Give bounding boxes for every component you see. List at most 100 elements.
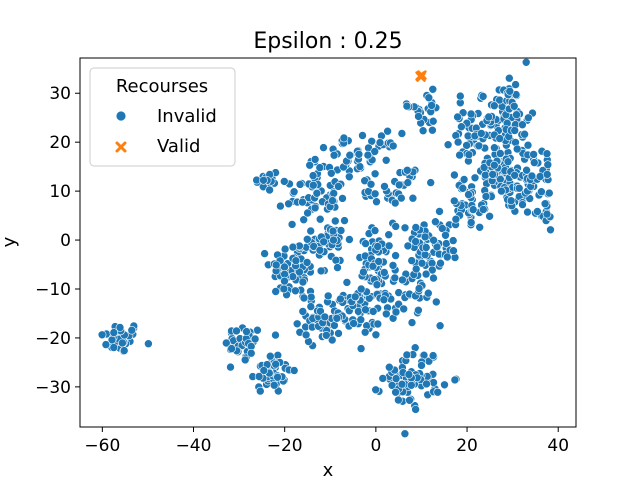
data-point-invalid: [371, 385, 381, 395]
y-tick-label: −20: [35, 329, 71, 349]
data-point-invalid: [330, 321, 339, 330]
data-point-invalid: [540, 199, 550, 208]
data-point-invalid: [356, 315, 366, 325]
data-point-invalid: [276, 201, 285, 211]
data-point-invalid: [523, 140, 533, 150]
data-point-invalid: [373, 242, 383, 251]
data-point-invalid: [450, 375, 460, 385]
data-point-invalid: [310, 203, 320, 213]
data-point-invalid: [338, 194, 347, 203]
data-point-invalid: [535, 172, 545, 181]
data-point-invalid: [427, 265, 437, 275]
data-point-invalid: [265, 351, 275, 361]
data-point-invalid: [320, 312, 330, 322]
y-tick-label: 0: [60, 231, 71, 251]
data-point-invalid: [529, 158, 539, 167]
data-point-invalid: [390, 273, 400, 283]
data-point-invalid: [269, 380, 279, 390]
legend: Recourses Invalid Valid: [89, 67, 236, 167]
data-point-invalid: [396, 193, 406, 203]
data-point-invalid: [242, 327, 251, 336]
data-point-invalid: [328, 196, 337, 205]
data-point-invalid: [288, 242, 298, 252]
data-point-invalid: [476, 129, 486, 138]
data-point-invalid: [509, 102, 519, 111]
data-point-invalid: [457, 122, 466, 131]
data-point-invalid: [378, 374, 388, 383]
data-point-invalid: [543, 160, 553, 169]
data-point-invalid: [308, 180, 318, 190]
data-point-invalid: [481, 192, 491, 201]
plot-frame: [79, 57, 577, 428]
data-point-invalid: [488, 170, 498, 179]
data-point-invalid: [315, 163, 325, 172]
data-point-invalid: [273, 372, 282, 382]
data-point-invalid: [429, 378, 438, 387]
data-point-invalid: [411, 237, 420, 246]
data-point-invalid: [546, 225, 555, 235]
data-point-invalid: [327, 335, 337, 345]
data-point-invalid: [328, 226, 338, 236]
data-point-invalid: [345, 150, 355, 160]
data-point-invalid: [478, 205, 488, 214]
data-point-invalid: [407, 256, 417, 265]
data-point-invalid: [429, 273, 438, 283]
data-point-invalid: [411, 264, 421, 274]
data-point-invalid: [380, 182, 389, 191]
data-point-invalid: [510, 126, 520, 135]
data-point-invalid: [292, 319, 302, 329]
data-point-invalid: [298, 277, 308, 287]
data-point-invalid: [428, 85, 438, 94]
data-point-invalid: [466, 109, 476, 119]
data-point-invalid: [323, 291, 333, 301]
data-point-invalid: [370, 226, 380, 235]
data-point-invalid: [431, 217, 440, 226]
data-point-invalid: [512, 144, 522, 154]
data-point-invalid: [523, 207, 532, 217]
data-point-invalid: [503, 157, 513, 166]
data-point-invalid: [345, 235, 354, 244]
data-point-invalid: [455, 91, 465, 101]
data-point-invalid: [315, 246, 325, 255]
data-point-invalid: [428, 125, 437, 135]
data-point-invalid: [383, 126, 392, 136]
data-point-invalid: [127, 325, 137, 335]
data-point-invalid: [414, 112, 423, 121]
data-point-invalid: [355, 162, 365, 171]
data-point-invalid: [299, 293, 309, 303]
data-point-invalid: [404, 370, 414, 379]
data-point-invalid: [226, 362, 235, 372]
data-point-invalid: [451, 214, 461, 224]
y-tick-label: −10: [35, 280, 71, 300]
data-point-invalid: [302, 258, 312, 267]
data-point-invalid: [464, 190, 473, 199]
data-point-invalid: [334, 329, 343, 338]
data-point-invalid: [408, 193, 418, 203]
data-point-invalid: [520, 129, 529, 139]
data-point-invalid: [453, 112, 462, 122]
data-point-invalid: [372, 280, 382, 290]
data-point-invalid: [497, 186, 506, 196]
data-point-invalid: [449, 246, 458, 255]
data-point-invalid: [360, 327, 370, 337]
data-point-invalid: [350, 292, 360, 302]
data-point-invalid: [315, 214, 325, 224]
data-point-invalid: [402, 166, 412, 175]
data-point-invalid: [291, 286, 300, 296]
data-point-invalid: [97, 330, 107, 340]
legend-box: [89, 67, 236, 167]
data-point-invalid: [542, 209, 552, 219]
data-point-invalid: [379, 295, 389, 305]
data-point-invalid: [418, 126, 428, 135]
data-point-invalid: [441, 231, 450, 240]
data-point-invalid: [407, 318, 417, 327]
data-point-invalid: [321, 330, 331, 340]
data-point-invalid: [384, 230, 394, 239]
data-point-invalid: [368, 261, 378, 271]
data-point-invalid: [474, 141, 484, 151]
data-point-invalid: [448, 236, 458, 245]
data-point-invalid: [429, 236, 438, 245]
data-point-invalid: [527, 171, 537, 181]
legend-label-invalid: Invalid: [157, 106, 217, 127]
data-point-invalid: [291, 256, 301, 266]
